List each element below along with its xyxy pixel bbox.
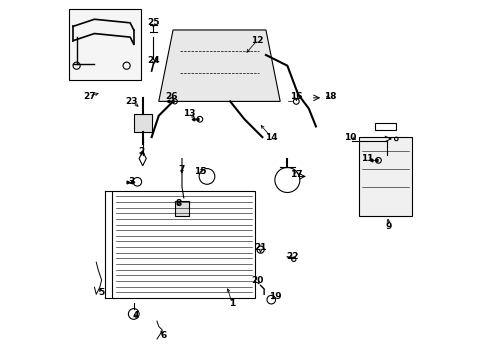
Text: 11: 11 xyxy=(361,154,373,163)
Polygon shape xyxy=(159,30,280,102)
Bar xyxy=(112,191,255,298)
Text: 23: 23 xyxy=(125,97,138,106)
Text: 15: 15 xyxy=(193,167,205,176)
Text: 21: 21 xyxy=(254,243,266,252)
Text: 10: 10 xyxy=(343,132,355,141)
Text: 14: 14 xyxy=(264,132,277,141)
Bar xyxy=(175,202,189,216)
Text: 17: 17 xyxy=(289,170,302,179)
Text: 12: 12 xyxy=(250,36,263,45)
Text: 24: 24 xyxy=(147,56,160,65)
Text: 6: 6 xyxy=(161,331,167,340)
Text: 3: 3 xyxy=(128,177,135,186)
Bar xyxy=(134,114,151,132)
Text: 22: 22 xyxy=(286,252,298,261)
Text: 19: 19 xyxy=(268,292,281,301)
Text: 26: 26 xyxy=(164,91,177,100)
Text: 5: 5 xyxy=(98,288,104,297)
Text: 8: 8 xyxy=(175,199,181,208)
Text: 13: 13 xyxy=(183,109,195,118)
Text: 2: 2 xyxy=(138,147,144,156)
Bar xyxy=(69,9,141,80)
Text: 27: 27 xyxy=(82,91,95,100)
Text: 20: 20 xyxy=(250,275,263,284)
Text: 4: 4 xyxy=(132,311,139,320)
Bar xyxy=(374,123,395,130)
Text: 1: 1 xyxy=(228,299,235,308)
Text: 9: 9 xyxy=(385,222,391,231)
Text: 18: 18 xyxy=(324,91,336,100)
Text: 16: 16 xyxy=(289,91,302,100)
Bar xyxy=(358,137,411,216)
Text: 7: 7 xyxy=(179,165,185,174)
Text: 25: 25 xyxy=(147,18,159,27)
